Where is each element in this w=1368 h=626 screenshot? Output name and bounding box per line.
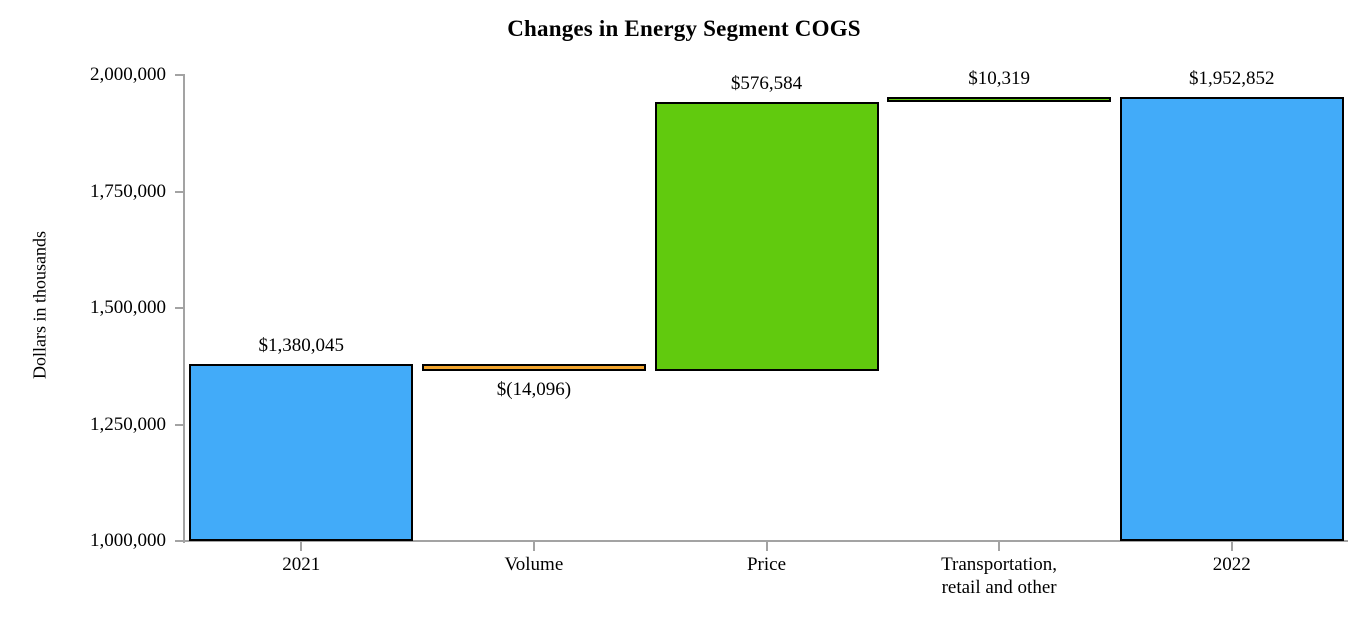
y-tick-label: 1,500,000: [90, 297, 166, 318]
x-tick-label: Price: [746, 554, 787, 575]
x-tick-label: 2021: [282, 554, 321, 575]
x-tick: [765, 541, 768, 551]
x-axis-line: [175, 540, 1348, 542]
bar-price: [655, 102, 879, 371]
x-tick: [300, 541, 303, 551]
y-axis-line: [183, 75, 185, 543]
y-tick: [175, 540, 185, 542]
y-tick-label: 1,000,000: [90, 530, 166, 551]
bar-value-label: $576,584: [730, 73, 803, 94]
x-tick-label: Volume: [504, 554, 564, 575]
y-tick: [175, 307, 185, 309]
bar-transportation: [887, 97, 1111, 102]
y-tick-label: 2,000,000: [90, 64, 166, 85]
bar-value-label: $1,952,852: [1188, 68, 1275, 89]
x-tick: [1230, 541, 1233, 551]
x-tick-label: Transportation, retail and other: [941, 554, 1058, 598]
x-tick-label: 2022: [1212, 554, 1251, 575]
bar-value-label: $1,380,045: [258, 335, 345, 356]
bar-2022: [1120, 97, 1344, 541]
y-tick: [175, 423, 185, 426]
bar-value-label: $10,319: [968, 68, 1030, 89]
y-tick-label: 1,250,000: [90, 413, 166, 435]
x-tick: [532, 541, 535, 551]
bar-volume: [422, 364, 646, 371]
x-tick: [998, 541, 1001, 551]
chart-title: Changes in Energy Segment COGS: [507, 16, 861, 41]
y-tick: [175, 190, 185, 193]
y-tick: [175, 74, 185, 76]
y-tick-label: 1,750,000: [90, 180, 166, 202]
bar-value-label: $(14,096): [496, 379, 572, 400]
bar-2021: [189, 364, 413, 541]
